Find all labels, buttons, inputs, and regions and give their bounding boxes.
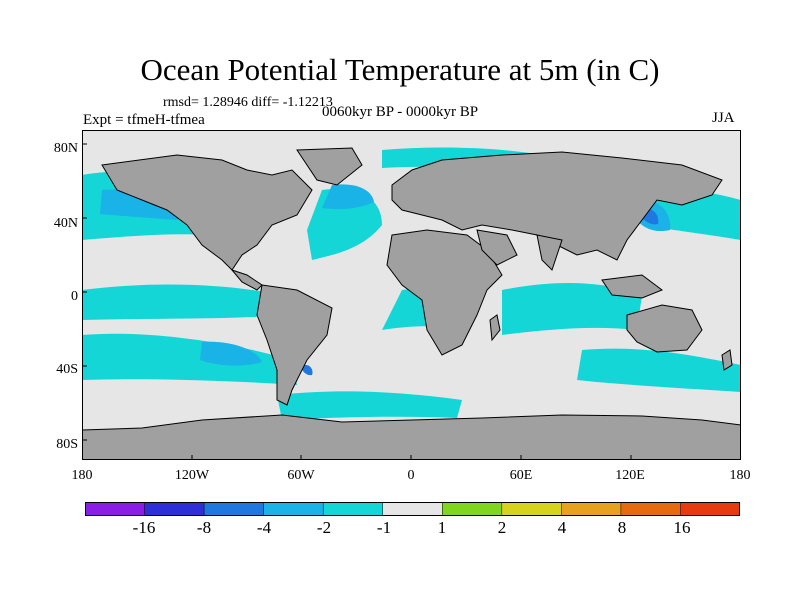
- y-label-0: 0: [71, 289, 78, 304]
- colorbar-cell: [620, 502, 682, 516]
- madagascar-landmass: [489, 314, 501, 342]
- central-america-landmass: [230, 268, 263, 291]
- colorbar-cell: [501, 502, 563, 516]
- southern-ocean-band-1: [277, 391, 462, 420]
- arabia-landmass: [476, 229, 518, 266]
- colorbar-label-3: -4: [256, 518, 272, 537]
- colorbar-label-5: -1: [376, 518, 392, 537]
- colorbar-label-2: -8: [196, 518, 212, 537]
- colorbar: [85, 502, 740, 516]
- x-label-60e: 60E: [509, 468, 533, 483]
- antarctica-landmass: [82, 414, 741, 460]
- colorbar-cell: [680, 502, 740, 516]
- colorbar-cell: [203, 502, 265, 516]
- y-label-80s: 80S: [56, 437, 78, 452]
- colorbar-label-6: 1: [437, 518, 447, 537]
- x-label-180w: 180: [71, 468, 93, 483]
- world-map: [82, 130, 741, 460]
- colorbar-cell: [561, 502, 622, 516]
- new-zealand-landmass: [721, 349, 733, 371]
- map-title: Ocean Potential Temperature at 5m (in C): [140, 52, 660, 87]
- x-label-120e: 120E: [615, 468, 645, 483]
- colorbar-cell: [322, 502, 384, 516]
- colorbar-label-8: 4: [557, 518, 567, 537]
- x-label-0: 0: [407, 468, 415, 483]
- experiment-label: Expt = tfmeH-tfmea: [83, 112, 205, 128]
- north-america-landmass: [101, 154, 313, 271]
- australia-landmass: [626, 304, 703, 353]
- x-label-180e: 180: [729, 468, 751, 483]
- colorbar-label-7: 2: [497, 518, 507, 537]
- axis-ticks: [82, 143, 632, 460]
- eq-pacific-band: [82, 284, 287, 320]
- land-masses: [82, 147, 741, 460]
- indonesia-landmass: [601, 274, 664, 299]
- colorbar-label-4: -2: [316, 518, 332, 537]
- y-label-80n: 80N: [53, 141, 78, 156]
- colorbar-cell: [85, 502, 146, 516]
- period-label: 0060kyr BP - 0000kyr BP: [322, 104, 479, 120]
- natlantic-patch: [322, 184, 374, 210]
- x-label-60w: 60W: [287, 468, 315, 483]
- colorbar-cell: [442, 502, 503, 516]
- india-landmass: [536, 234, 563, 271]
- stats-text: rmsd= 1.28946 diff= -1.12213: [163, 95, 333, 110]
- spacific-band: [82, 333, 297, 385]
- southern-ocean-band-2: [577, 348, 741, 392]
- spacific-patch: [200, 341, 262, 366]
- africa-landmass: [386, 229, 503, 356]
- eurasia-landmass: [391, 151, 723, 261]
- colorbar-label-9: 8: [617, 518, 627, 537]
- colorbar-cell: [382, 502, 444, 516]
- colorbar-cell: [144, 502, 205, 516]
- colorbar-cell: [263, 502, 324, 516]
- colorbar-label-1: -16: [132, 518, 156, 537]
- y-label-40n: 40N: [53, 216, 78, 231]
- indian-ocean-band: [502, 283, 642, 335]
- patagonia-patch: [302, 364, 313, 376]
- season-label: JJA: [712, 110, 735, 126]
- colorbar-label-10: 16: [673, 518, 691, 537]
- y-label-40s: 40S: [56, 362, 78, 377]
- south-america-landmass: [256, 284, 333, 406]
- greenland-landmass: [296, 147, 363, 186]
- x-label-120w: 120W: [174, 468, 210, 483]
